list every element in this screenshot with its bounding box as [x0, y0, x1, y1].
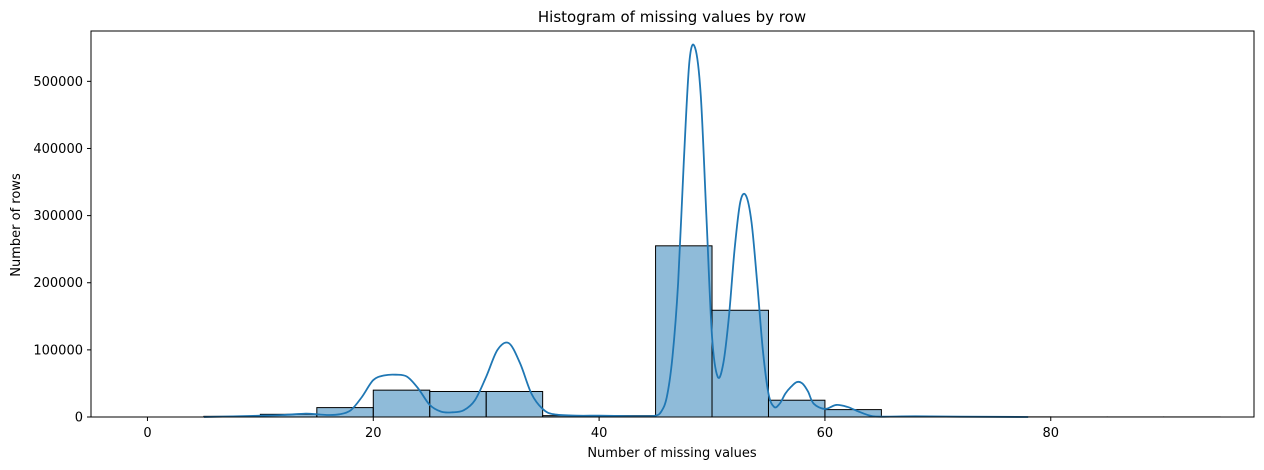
y-tick-label-1: 100000 — [33, 343, 83, 358]
x-tick-label-1: 20 — [365, 426, 382, 441]
plot-frame — [90, 30, 1255, 418]
axes-layer: 0 20 40 60 80 0 100000 200000 300000 400000 500000 — [33, 30, 1255, 441]
y-tick-label-3: 300000 — [33, 209, 83, 224]
x-tick-label-0: 0 — [143, 426, 151, 441]
histogram-bar-3 — [372, 389, 431, 418]
y-tick-label-4: 400000 — [33, 142, 83, 157]
histogram-bar-10 — [767, 399, 826, 418]
chart-title: Histogram of missing values by row — [538, 8, 806, 26]
histogram-bar-5 — [485, 390, 544, 418]
y-tick-label-0: 0 — [75, 411, 83, 426]
y-axis-title: Number of rows — [9, 173, 24, 277]
histogram-bar-9 — [711, 309, 769, 418]
x-tick-label-2: 40 — [591, 426, 608, 441]
kde-layer — [203, 43, 1029, 418]
x-tick-label-3: 60 — [817, 426, 834, 441]
x-tick-label-4: 80 — [1042, 426, 1059, 441]
y-tick-label-2: 200000 — [33, 276, 83, 291]
y-tick-label-5: 500000 — [33, 75, 83, 90]
kde-line — [203, 43, 1029, 418]
x-axis-title: Number of missing values — [587, 446, 757, 461]
histogram-bar-8 — [655, 245, 713, 418]
